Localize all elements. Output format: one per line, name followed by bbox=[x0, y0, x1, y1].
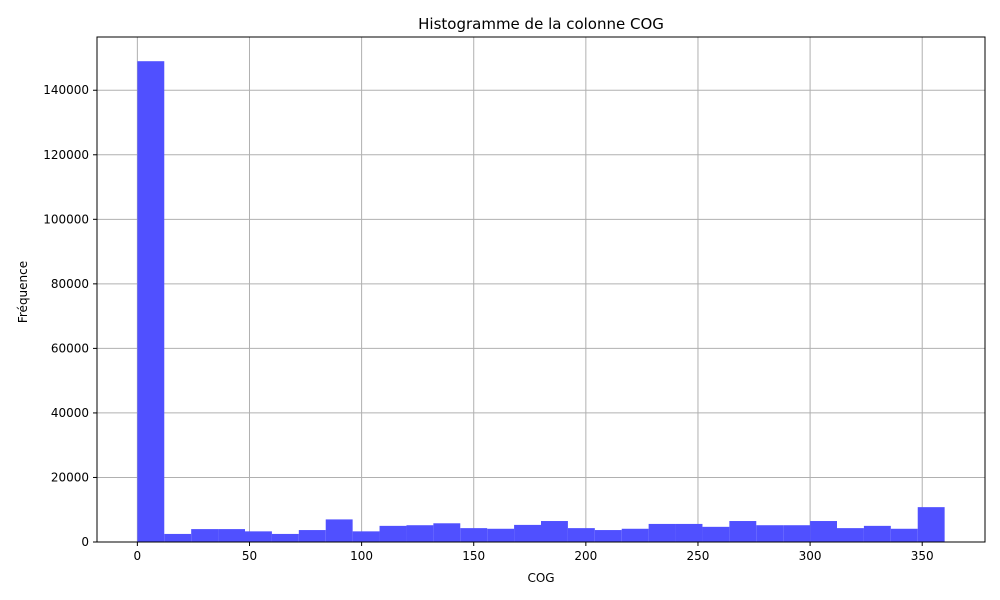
x-tick-label: 100 bbox=[350, 549, 373, 563]
bars-layer bbox=[137, 61, 945, 542]
histogram-bar bbox=[863, 525, 891, 542]
histogram-bar bbox=[783, 525, 811, 542]
plot-frame bbox=[96, 36, 986, 543]
histogram-bar bbox=[137, 61, 165, 542]
histogram-bar bbox=[541, 521, 568, 542]
y-axis-label: Fréquence bbox=[16, 261, 30, 323]
histogram-bar bbox=[702, 526, 730, 542]
histogram-bar bbox=[837, 528, 864, 542]
histogram-bar bbox=[487, 528, 515, 542]
axes-layer: 0 50 100 150 200 250 300 350 0 20000 40000 60000 800… bbox=[43, 36, 986, 563]
histogram-bar bbox=[890, 528, 918, 542]
histogram-bar bbox=[514, 524, 541, 542]
histogram-bar bbox=[729, 521, 757, 542]
x-tick-label: 350 bbox=[911, 549, 934, 563]
x-tick-label: 50 bbox=[242, 549, 257, 563]
histogram-bar bbox=[352, 531, 380, 542]
histogram-bar bbox=[245, 531, 272, 542]
x-tick-label: 0 bbox=[134, 549, 142, 563]
histogram-bar bbox=[810, 521, 837, 542]
histogram-bar bbox=[164, 533, 192, 542]
y-tick-label: 80000 bbox=[51, 277, 89, 291]
histogram-bar bbox=[621, 528, 649, 542]
histogram-bar bbox=[298, 530, 326, 542]
y-tick-label: 120000 bbox=[43, 148, 89, 162]
y-tick-label: 0 bbox=[81, 535, 89, 549]
histogram-bar bbox=[594, 530, 622, 542]
histogram-bar bbox=[218, 529, 245, 542]
histogram-bar bbox=[379, 525, 407, 542]
y-tick-label: 140000 bbox=[43, 83, 89, 97]
y-tick-label: 20000 bbox=[51, 470, 89, 484]
y-tick-label: 60000 bbox=[51, 341, 89, 355]
histogram-bar bbox=[648, 523, 676, 542]
y-tick-label: 40000 bbox=[51, 406, 89, 420]
x-axis-label: COG bbox=[527, 571, 554, 585]
histogram-bar bbox=[191, 529, 219, 542]
x-tick-label: 300 bbox=[799, 549, 822, 563]
histogram-bar bbox=[433, 523, 461, 542]
chart-title: Histogramme de la colonne COG bbox=[418, 15, 664, 33]
x-tick-label: 200 bbox=[574, 549, 597, 563]
histogram-bar bbox=[675, 523, 703, 542]
y-tick-label: 100000 bbox=[43, 212, 89, 226]
histogram-bar bbox=[406, 525, 434, 542]
histogram-bar bbox=[325, 519, 353, 542]
x-tick-label: 250 bbox=[687, 549, 710, 563]
histogram-bar bbox=[756, 525, 784, 542]
x-tick-label: 150 bbox=[462, 549, 485, 563]
histogram-bar bbox=[460, 528, 488, 542]
histogram-bar bbox=[271, 533, 299, 542]
histogram-bar bbox=[917, 507, 945, 542]
histogram-bar bbox=[567, 528, 595, 542]
